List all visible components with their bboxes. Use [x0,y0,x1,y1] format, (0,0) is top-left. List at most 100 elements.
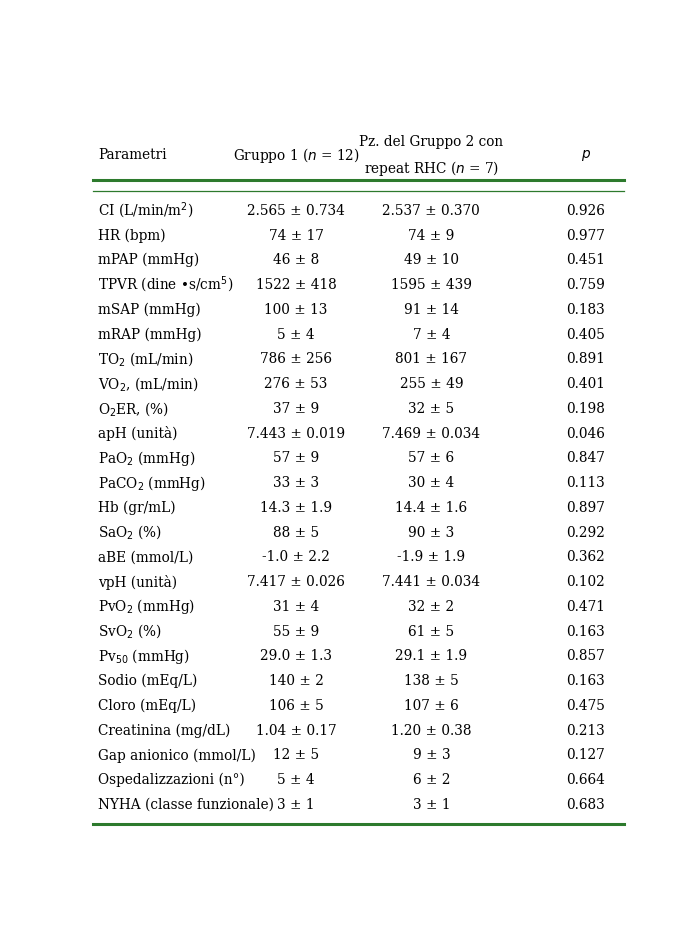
Text: 0.292: 0.292 [566,526,605,539]
Text: 9 ± 3: 9 ± 3 [412,748,450,762]
Text: Gap anionico (mmol/L): Gap anionico (mmol/L) [98,748,256,762]
Text: repeat RHC ($n$ = 7): repeat RHC ($n$ = 7) [363,159,499,178]
Text: HR (bpm): HR (bpm) [98,229,166,243]
Text: 0.198: 0.198 [566,402,605,416]
Text: 0.127: 0.127 [566,748,605,762]
Text: 107 ± 6: 107 ± 6 [404,699,459,713]
Text: 7 ± 4: 7 ± 4 [412,327,450,342]
Text: -1.0 ± 2.2: -1.0 ± 2.2 [262,550,330,565]
Text: 786 ± 256: 786 ± 256 [260,352,332,366]
Text: 2.537 ± 0.370: 2.537 ± 0.370 [382,204,480,217]
Text: 0.102: 0.102 [566,575,605,589]
Text: Parametri: Parametri [98,149,167,162]
Text: Hb (gr/mL): Hb (gr/mL) [98,501,176,515]
Text: 0.113: 0.113 [566,476,605,490]
Text: 7.443 ± 0.019: 7.443 ± 0.019 [247,426,345,440]
Text: VO$_2$, (mL/min): VO$_2$, (mL/min) [98,375,199,393]
Text: 106 ± 5: 106 ± 5 [268,699,324,713]
Text: 0.977: 0.977 [566,229,605,243]
Text: 0.163: 0.163 [566,625,605,639]
Text: CI (L/min/m$^2$): CI (L/min/m$^2$) [98,200,194,221]
Text: 61 ± 5: 61 ± 5 [408,625,454,639]
Text: TO$_2$ (mL/min): TO$_2$ (mL/min) [98,350,194,368]
Text: 0.362: 0.362 [566,550,605,565]
Text: 74 ± 17: 74 ± 17 [268,229,324,243]
Text: 57 ± 9: 57 ± 9 [273,452,319,465]
Text: SvO$_2$ (%): SvO$_2$ (%) [98,623,162,641]
Text: 7.469 ± 0.034: 7.469 ± 0.034 [382,426,480,440]
Text: 1595 ± 439: 1595 ± 439 [391,278,472,292]
Text: PaCO$_2$ (mmHg): PaCO$_2$ (mmHg) [98,473,206,492]
Text: 0.471: 0.471 [566,599,605,614]
Text: 2.565 ± 0.734: 2.565 ± 0.734 [247,204,345,217]
Text: 91 ± 14: 91 ± 14 [404,303,459,317]
Text: 32 ± 5: 32 ± 5 [408,402,454,416]
Text: 29.1 ± 1.9: 29.1 ± 1.9 [396,649,468,663]
Text: 0.926: 0.926 [566,204,605,217]
Text: -1.9 ± 1.9: -1.9 ± 1.9 [397,550,466,565]
Text: Sodio (mEq/L): Sodio (mEq/L) [98,674,198,688]
Text: 0.183: 0.183 [566,303,605,317]
Text: 140 ± 2: 140 ± 2 [268,674,324,688]
Text: Creatinina (mg/dL): Creatinina (mg/dL) [98,724,231,738]
Text: Cloro (mEq/L): Cloro (mEq/L) [98,698,196,713]
Text: 5 ± 4: 5 ± 4 [277,327,315,342]
Text: 30 ± 4: 30 ± 4 [408,476,454,490]
Text: 0.857: 0.857 [566,649,605,663]
Text: 7.441 ± 0.034: 7.441 ± 0.034 [382,575,480,589]
Text: 276 ± 53: 276 ± 53 [264,377,328,391]
Text: 0.897: 0.897 [566,501,605,515]
Text: TPVR (dine •s/cm$^5$): TPVR (dine •s/cm$^5$) [98,275,233,295]
Text: 3 ± 1: 3 ± 1 [278,798,315,812]
Text: 37 ± 9: 37 ± 9 [273,402,319,416]
Text: vpH (unità): vpH (unità) [98,575,178,590]
Text: mSAP (mmHg): mSAP (mmHg) [98,303,201,317]
Text: 0.891: 0.891 [566,352,605,366]
Text: 12 ± 5: 12 ± 5 [273,748,319,762]
Text: 0.046: 0.046 [566,426,605,440]
Text: 29.0 ± 1.3: 29.0 ± 1.3 [260,649,332,663]
Text: 5 ± 4: 5 ± 4 [277,774,315,787]
Text: 14.4 ± 1.6: 14.4 ± 1.6 [396,501,468,515]
Text: Pz. del Gruppo 2 con: Pz. del Gruppo 2 con [359,136,503,150]
Text: 46 ± 8: 46 ± 8 [273,253,319,267]
Text: 6 ± 2: 6 ± 2 [412,774,450,787]
Text: O$_2$ER, (%): O$_2$ER, (%) [98,400,169,418]
Text: 57 ± 6: 57 ± 6 [408,452,454,465]
Text: 1522 ± 418: 1522 ± 418 [256,278,336,292]
Text: 0.163: 0.163 [566,674,605,688]
Text: 1.20 ± 0.38: 1.20 ± 0.38 [391,724,472,738]
Text: $p$: $p$ [581,148,591,163]
Text: 90 ± 3: 90 ± 3 [408,526,454,539]
Text: apH (unità): apH (unità) [98,426,178,441]
Text: aBE (mmol/L): aBE (mmol/L) [98,550,194,565]
Text: 0.683: 0.683 [566,798,605,812]
Text: 801 ± 167: 801 ± 167 [396,352,468,366]
Text: SaO$_2$ (%): SaO$_2$ (%) [98,523,162,541]
Text: 1.04 ± 0.17: 1.04 ± 0.17 [256,724,336,738]
Text: 0.847: 0.847 [566,452,605,465]
Text: NYHA (classe funzionale): NYHA (classe funzionale) [98,798,274,812]
Text: 0.759: 0.759 [566,278,605,292]
Text: 255 ± 49: 255 ± 49 [400,377,463,391]
Text: 32 ± 2: 32 ± 2 [408,599,454,614]
Text: mPAP (mmHg): mPAP (mmHg) [98,253,199,267]
Text: PvO$_2$ (mmHg): PvO$_2$ (mmHg) [98,598,195,616]
Text: Pv$_{50}$ (mmHg): Pv$_{50}$ (mmHg) [98,646,190,666]
Text: 49 ± 10: 49 ± 10 [404,253,459,267]
Text: 0.401: 0.401 [566,377,605,391]
Text: 14.3 ± 1.9: 14.3 ± 1.9 [260,501,332,515]
Text: 0.405: 0.405 [566,327,605,342]
Text: 0.475: 0.475 [566,699,605,713]
Text: 55 ± 9: 55 ± 9 [273,625,319,639]
Text: 0.664: 0.664 [566,774,605,787]
Text: Ospedalizzazioni (n°): Ospedalizzazioni (n°) [98,773,245,788]
Text: 31 ± 4: 31 ± 4 [273,599,319,614]
Text: 0.451: 0.451 [566,253,605,267]
Text: 100 ± 13: 100 ± 13 [264,303,328,317]
Text: 33 ± 3: 33 ± 3 [273,476,319,490]
Text: mRAP (mmHg): mRAP (mmHg) [98,327,202,342]
Text: 74 ± 9: 74 ± 9 [408,229,454,243]
Text: PaO$_2$ (mmHg): PaO$_2$ (mmHg) [98,449,196,468]
Text: 88 ± 5: 88 ± 5 [273,526,319,539]
